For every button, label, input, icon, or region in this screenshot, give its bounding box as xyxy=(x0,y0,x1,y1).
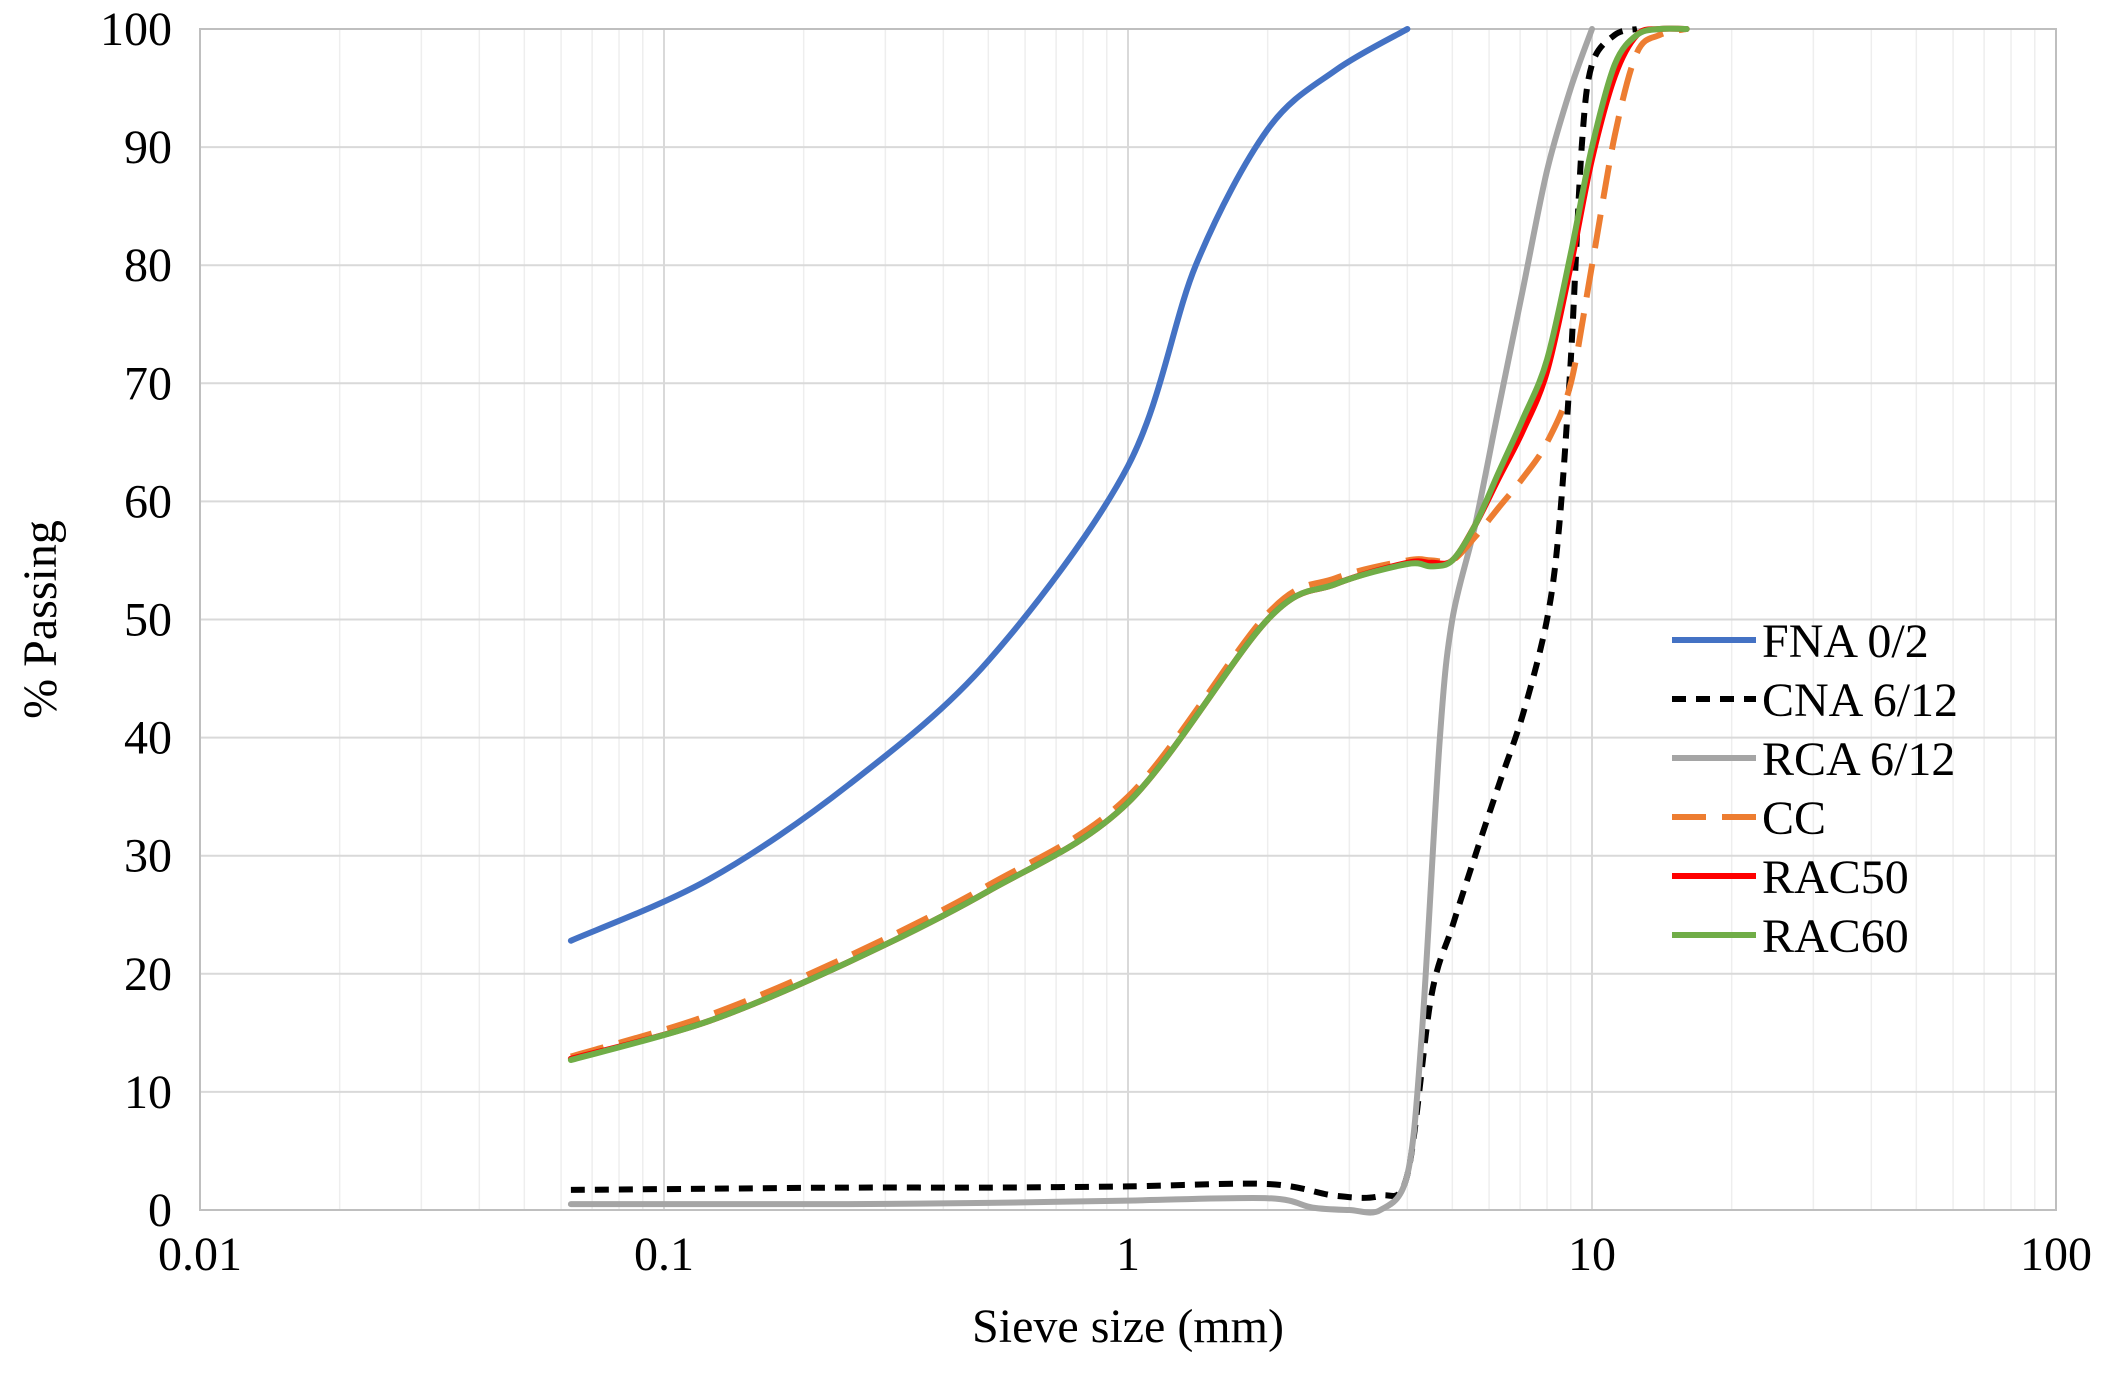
y-tick-label: 10 xyxy=(124,1066,172,1119)
y-tick-label: 30 xyxy=(124,830,172,883)
series-line-rac60 xyxy=(567,25,1690,1063)
series-line-cc xyxy=(570,26,1688,1060)
legend: FNA 0/2 CNA 6/12 RCA 6/12 CC RAC50 RAC60 xyxy=(1672,615,1958,963)
plot-area-frame xyxy=(199,28,2057,1211)
legend-label: CNA 6/12 xyxy=(1762,674,1958,727)
y-tick-label: 80 xyxy=(124,239,172,292)
x-tick-label: 0.01 xyxy=(158,1228,242,1281)
y-tick-label: 90 xyxy=(124,121,172,174)
x-axis-title: Sieve size (mm) xyxy=(972,1300,1284,1353)
x-axis-tick-labels: 0.01 0.1 1 10 100 xyxy=(158,1228,2092,1281)
legend-label: RAC60 xyxy=(1762,910,1909,963)
y-tick-label: 60 xyxy=(124,475,172,528)
y-tick-label: 0 xyxy=(148,1184,172,1237)
x-tick-label: 1 xyxy=(1116,1228,1140,1281)
x-tick-label: 100 xyxy=(2020,1228,2092,1281)
y-tick-label: 100 xyxy=(100,3,172,56)
series-line-cna-6-12 xyxy=(570,26,1638,1201)
y-tick-label: 40 xyxy=(124,712,172,765)
x-tick-label: 0.1 xyxy=(634,1228,694,1281)
y-tick-label: 50 xyxy=(124,594,172,647)
y-axis-tick-labels: 0 10 20 30 40 50 60 70 80 90 100 xyxy=(100,3,172,1237)
series-lines xyxy=(567,25,1690,1216)
series-line-rca-6-12 xyxy=(567,26,1595,1216)
legend-label: FNA 0/2 xyxy=(1762,615,1929,668)
y-tick-label: 70 xyxy=(124,357,172,410)
series-line-fna-0-2 xyxy=(567,26,1411,944)
y-axis-title: % Passing xyxy=(14,520,67,719)
legend-label: CC xyxy=(1762,792,1826,845)
legend-label: RCA 6/12 xyxy=(1762,733,1955,786)
x-tick-label: 10 xyxy=(1568,1228,1616,1281)
y-tick-label: 20 xyxy=(124,948,172,1001)
legend-label: RAC50 xyxy=(1762,851,1909,904)
